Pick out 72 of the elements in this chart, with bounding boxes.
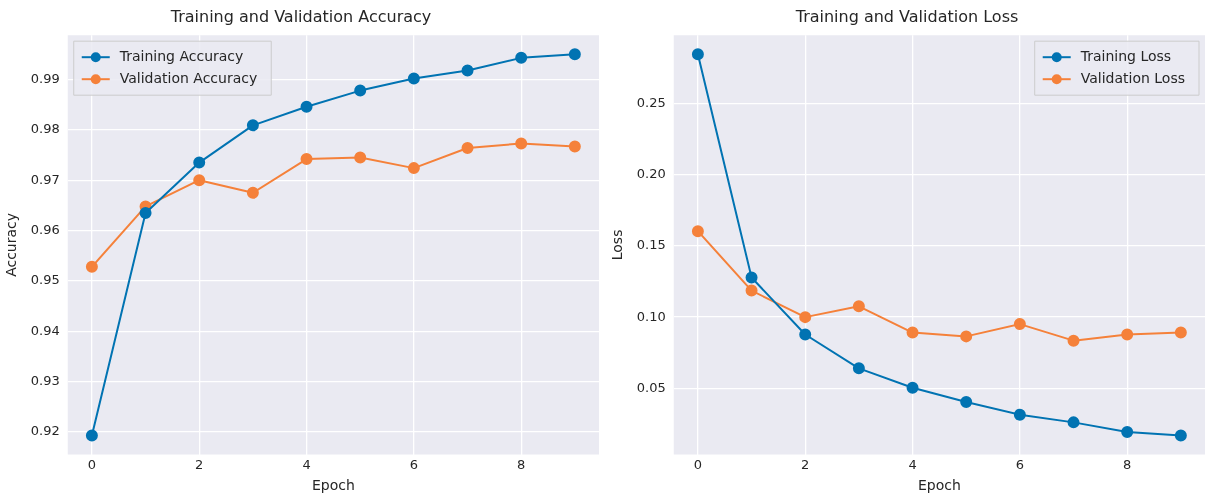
y-tick-label: 0.99	[30, 70, 60, 86]
point	[85, 260, 98, 273]
point	[354, 84, 367, 97]
legend-label: Training Accuracy	[118, 47, 244, 64]
point	[906, 381, 919, 394]
legend-label: Validation Loss	[1080, 69, 1186, 86]
point	[1174, 429, 1187, 442]
y-tick-label: 0.95	[30, 272, 60, 288]
y-tick-label: 0.92	[30, 423, 60, 439]
point	[745, 284, 758, 297]
point	[852, 362, 865, 375]
point	[354, 151, 367, 164]
point	[461, 64, 474, 77]
point	[691, 225, 704, 238]
point	[1121, 425, 1134, 438]
chart-title: Training and Validation Accuracy	[169, 6, 432, 26]
point	[515, 51, 528, 64]
x-tick-label: 6	[409, 456, 419, 472]
y-tick-label: 0.15	[636, 237, 666, 253]
chart-title: Training and Validation Loss	[794, 6, 1019, 26]
y-tick-label: 0.93	[30, 372, 60, 388]
y-tick-label: 0.10	[636, 308, 666, 324]
legend-label: Training Loss	[1079, 47, 1172, 64]
point	[300, 153, 313, 166]
x-tick-label: 8	[1123, 456, 1132, 472]
x-tick-label: 4	[908, 456, 917, 472]
y-tick-label: 0.97	[30, 171, 60, 187]
legend-label: Validation Accuracy	[119, 69, 258, 86]
y-tick-label: 0.98	[30, 121, 60, 137]
y-tick-label: 0.96	[30, 221, 60, 237]
point	[568, 48, 581, 61]
x-tick-label: 4	[302, 456, 311, 472]
point	[85, 429, 98, 442]
x-tick-label: 2	[195, 456, 204, 472]
y-tick-label: 0.94	[30, 322, 60, 338]
point	[568, 140, 581, 153]
point	[193, 156, 206, 169]
x-tick-label: 0	[693, 456, 703, 472]
point	[300, 100, 313, 113]
x-axis-title: Epoch	[917, 477, 961, 494]
point	[745, 271, 758, 284]
point	[906, 326, 919, 339]
point	[461, 141, 474, 154]
point	[960, 395, 973, 408]
x-tick-label: 0	[87, 456, 97, 472]
point	[799, 311, 812, 324]
y-axis-title: Accuracy	[3, 212, 20, 277]
point	[852, 300, 865, 313]
point	[193, 174, 206, 187]
point	[691, 48, 704, 61]
x-tick-label: 2	[801, 456, 810, 472]
y-axis-title: Loss	[609, 229, 626, 261]
x-tick-label: 6	[1015, 456, 1025, 472]
y-tick-label: 0.25	[636, 94, 666, 110]
point	[139, 206, 152, 219]
point	[515, 137, 528, 150]
point	[1121, 328, 1134, 341]
y-tick-label: 0.05	[636, 379, 666, 395]
point	[1174, 326, 1187, 339]
point	[1067, 416, 1080, 429]
point	[1013, 408, 1026, 421]
point	[246, 186, 259, 199]
point	[799, 328, 812, 341]
point	[246, 119, 259, 132]
y-tick-label: 0.20	[636, 165, 666, 181]
x-axis-title: Epoch	[311, 477, 355, 494]
point	[407, 72, 420, 85]
x-tick-label: 8	[517, 456, 526, 472]
point	[1067, 334, 1080, 347]
point	[407, 162, 420, 175]
point	[960, 330, 973, 343]
point	[1013, 318, 1026, 331]
